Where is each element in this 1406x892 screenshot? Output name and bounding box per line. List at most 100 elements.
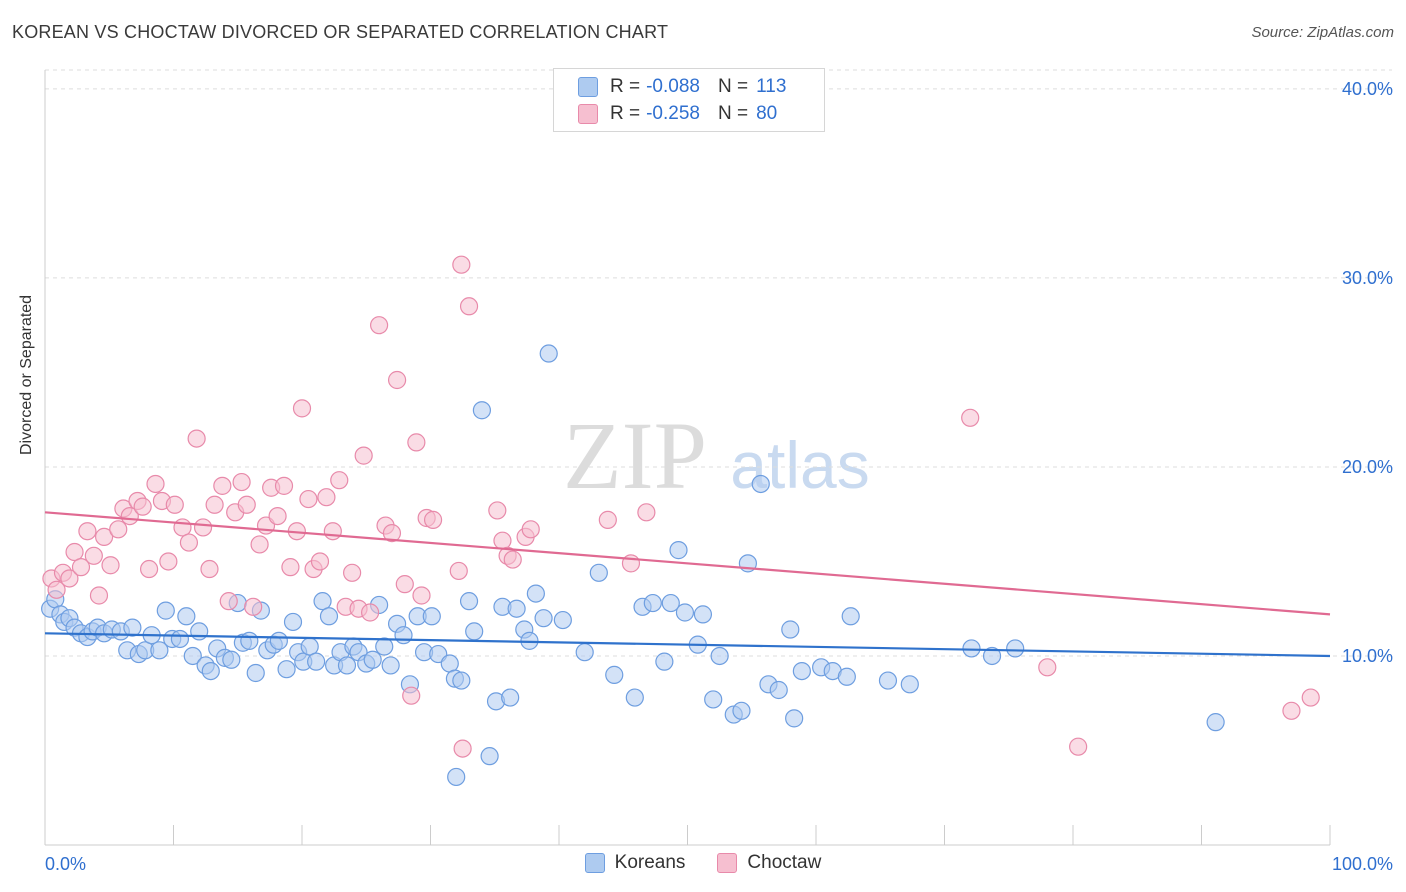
- koreans-point: [269, 631, 288, 650]
- choctaw-point: [402, 686, 421, 705]
- choctaw-point: [343, 563, 362, 582]
- choctaw-point: [637, 503, 656, 522]
- choctaw-point: [323, 522, 342, 541]
- koreans-point: [459, 592, 479, 611]
- koreans-point: [156, 601, 175, 620]
- koreans-point: [655, 652, 674, 671]
- koreans-point: [1206, 713, 1225, 732]
- choctaw-point: [60, 569, 79, 588]
- legend-row-choctaw: R = -0.258 N = 80: [578, 102, 777, 126]
- koreans-point: [190, 622, 209, 641]
- koreans-point: [375, 637, 394, 656]
- choctaw-point: [71, 558, 91, 577]
- choctaw-point: [423, 510, 443, 529]
- choctaw-n-value: 80: [756, 103, 778, 124]
- koreans-point: [693, 605, 713, 624]
- choctaw-point: [89, 586, 109, 605]
- choctaw-point: [244, 597, 263, 616]
- koreans-point: [553, 610, 572, 630]
- choctaw-point: [493, 531, 512, 550]
- koreans-point: [900, 675, 919, 694]
- choctaw-point: [101, 556, 120, 575]
- correlation-legend: R = -0.088 N = 113 R = -0.258 N = 80: [553, 68, 825, 132]
- choctaw-point: [598, 510, 617, 529]
- choctaw-point: [395, 575, 414, 594]
- source-label: Source: ZipAtlas.com: [1251, 24, 1394, 41]
- koreans-point: [704, 690, 723, 709]
- koreans-point: [575, 643, 594, 662]
- koreans-point: [643, 593, 662, 613]
- choctaw-point: [165, 495, 184, 514]
- choctaw-point: [503, 550, 522, 569]
- koreans-trend-line: [44, 632, 1331, 658]
- koreans-point: [751, 474, 770, 494]
- choctaw-point: [146, 474, 165, 494]
- series-legend: Koreans Choctaw: [0, 852, 1406, 874]
- koreans-legend-swatch: [584, 853, 605, 873]
- koreans-point: [526, 584, 545, 603]
- koreans-point: [394, 626, 413, 645]
- koreans-point: [732, 701, 751, 720]
- choctaw-point: [459, 297, 479, 316]
- y-tick-label: 20.0%: [1342, 457, 1393, 477]
- choctaw-legend-label: Choctaw: [747, 852, 822, 873]
- legend-item-choctaw[interactable]: Choctaw: [717, 852, 821, 874]
- koreans-point: [480, 747, 499, 766]
- choctaw-point: [139, 559, 159, 579]
- choctaw-point: [961, 408, 980, 427]
- choctaw-point: [453, 739, 472, 758]
- koreans-point: [539, 344, 558, 363]
- choctaw-trend-line: [44, 511, 1331, 616]
- koreans-point: [675, 603, 695, 622]
- y-tick-label: 10.0%: [1342, 646, 1393, 666]
- choctaw-point: [95, 527, 114, 546]
- koreans-point: [1006, 639, 1025, 658]
- choctaw-point: [109, 520, 128, 539]
- choctaw-point: [1038, 658, 1057, 677]
- koreans-point: [337, 656, 357, 675]
- choctaw-point: [310, 552, 330, 571]
- choctaw-point: [299, 489, 318, 509]
- koreans-point: [837, 667, 856, 686]
- choctaw-point: [412, 586, 431, 605]
- koreans-n-value: 113: [756, 76, 787, 97]
- koreans-point: [246, 663, 265, 683]
- koreans-r-label: R =: [610, 76, 641, 97]
- legend-item-koreans[interactable]: Koreans: [584, 852, 685, 874]
- choctaw-point: [200, 559, 219, 579]
- choctaw-point: [237, 495, 256, 514]
- koreans-point: [452, 671, 471, 690]
- choctaw-point: [292, 399, 312, 418]
- y-tick-label: 30.0%: [1342, 268, 1393, 288]
- watermark-zip: ZIP: [563, 402, 707, 509]
- koreans-point: [785, 709, 804, 728]
- koreans-point: [962, 639, 981, 658]
- choctaw-point: [187, 429, 206, 448]
- koreans-point: [313, 592, 332, 611]
- chart-title: KOREAN VS CHOCTAW DIVORCED OR SEPARATED …: [12, 22, 669, 42]
- choctaw-point: [219, 592, 238, 611]
- choctaw-point: [387, 370, 407, 390]
- koreans-point: [878, 671, 898, 690]
- koreans-point: [669, 541, 688, 560]
- choctaw-swatch: [578, 104, 598, 124]
- choctaw-point: [521, 520, 540, 539]
- choctaw-point: [1069, 737, 1088, 756]
- koreans-point: [447, 767, 466, 787]
- koreans-point: [605, 665, 624, 684]
- choctaw-point: [78, 522, 97, 541]
- koreans-point: [589, 563, 608, 582]
- koreans-r-value: -0.088: [646, 76, 700, 97]
- choctaw-point: [1282, 701, 1301, 720]
- koreans-point: [472, 401, 491, 420]
- x-tick-label-min: 0.0%: [45, 854, 86, 874]
- choctaw-point: [205, 495, 224, 514]
- choctaw-point: [274, 476, 294, 495]
- watermark-atlas: atlas: [730, 428, 869, 502]
- choctaw-point: [361, 603, 380, 622]
- choctaw-point: [250, 535, 269, 554]
- x-tick-label-max: 100.0%: [1332, 854, 1393, 874]
- koreans-point: [422, 607, 441, 626]
- choctaw-r-value: -0.258: [646, 103, 700, 124]
